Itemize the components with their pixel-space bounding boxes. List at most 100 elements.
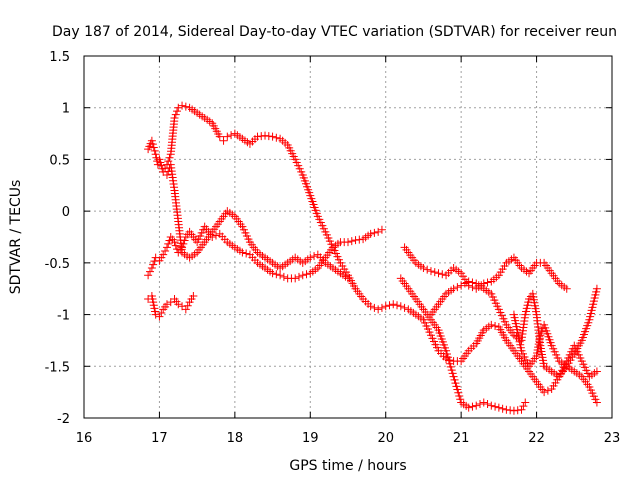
data-point bbox=[310, 252, 319, 261]
data-point bbox=[242, 249, 251, 258]
data-point bbox=[479, 398, 488, 407]
data-point bbox=[452, 382, 461, 391]
data-point bbox=[483, 400, 492, 409]
data-point bbox=[423, 265, 432, 274]
data-point bbox=[149, 143, 158, 152]
data-point bbox=[456, 395, 465, 404]
data-point bbox=[464, 277, 473, 286]
axis-ticks bbox=[83, 55, 613, 419]
data-point bbox=[151, 150, 160, 159]
x-tick-label: 23 bbox=[604, 431, 621, 446]
data-point bbox=[170, 114, 179, 123]
data-point bbox=[453, 385, 462, 394]
y-tick-labels: -2 -1.5 -1 -0.5 0 0.5 1 1.5 bbox=[45, 50, 70, 427]
data-point bbox=[451, 379, 460, 388]
y-tick-label: -1.5 bbox=[45, 360, 70, 375]
data-point bbox=[162, 243, 171, 252]
data-point bbox=[434, 269, 443, 278]
y-tick-label: 1.5 bbox=[49, 50, 70, 65]
chart-title: Day 187 of 2014, Sidereal Day-to-day VTE… bbox=[52, 24, 617, 40]
data-point bbox=[189, 291, 198, 300]
data-point bbox=[149, 260, 158, 269]
data-point bbox=[370, 228, 379, 237]
data-point bbox=[161, 246, 170, 255]
data-point bbox=[181, 102, 190, 111]
data-point bbox=[543, 386, 552, 395]
data-point bbox=[306, 253, 315, 262]
data-point bbox=[219, 136, 228, 145]
data-point bbox=[450, 375, 459, 384]
data-point bbox=[253, 132, 262, 141]
data-point bbox=[442, 346, 451, 355]
data-point bbox=[446, 362, 455, 371]
data-point bbox=[472, 401, 481, 410]
data-point bbox=[294, 272, 303, 281]
data-point bbox=[419, 264, 428, 273]
data-point bbox=[268, 132, 277, 141]
data-point bbox=[517, 405, 526, 414]
data-point bbox=[171, 110, 180, 119]
x-axis-label: GPS time / hours bbox=[289, 458, 406, 474]
data-point bbox=[483, 278, 492, 287]
data-point bbox=[165, 153, 174, 162]
data-point bbox=[181, 305, 190, 314]
data-point bbox=[151, 310, 160, 319]
data-point bbox=[519, 402, 528, 411]
data-point bbox=[444, 356, 453, 365]
data-point bbox=[487, 401, 496, 410]
x-tick-label: 20 bbox=[377, 431, 394, 446]
data-point bbox=[377, 225, 386, 234]
data-point bbox=[449, 372, 458, 381]
data-point bbox=[178, 101, 187, 110]
data-point bbox=[212, 231, 220, 240]
data-point bbox=[540, 388, 549, 397]
data-point bbox=[215, 132, 224, 141]
data-point bbox=[272, 270, 281, 279]
data-point bbox=[170, 238, 179, 247]
data-point bbox=[491, 321, 500, 330]
data-point bbox=[445, 359, 454, 368]
data-point bbox=[453, 283, 462, 292]
data-point bbox=[592, 284, 601, 293]
plot-frame bbox=[83, 55, 613, 419]
x-tick-label: 16 bbox=[76, 431, 93, 446]
data-point bbox=[302, 270, 311, 279]
data-point bbox=[279, 272, 288, 281]
y-tick-label: 0.5 bbox=[49, 153, 70, 168]
data-point bbox=[370, 303, 379, 312]
data-point bbox=[223, 132, 232, 141]
data-point bbox=[366, 302, 375, 311]
data-point bbox=[468, 402, 477, 411]
data-point bbox=[389, 300, 398, 309]
data-point bbox=[498, 404, 507, 413]
data-point bbox=[377, 303, 386, 312]
data-point bbox=[502, 405, 511, 414]
data-point bbox=[174, 300, 183, 309]
data-point bbox=[381, 302, 390, 311]
data-point bbox=[183, 301, 192, 310]
data-point bbox=[562, 284, 571, 293]
data-point bbox=[261, 131, 270, 140]
data-point bbox=[400, 303, 409, 312]
data-point bbox=[464, 403, 473, 412]
y-tick-label: -1 bbox=[57, 309, 70, 324]
y-tick-label: -2 bbox=[57, 412, 70, 427]
data-point bbox=[147, 264, 156, 273]
data-point bbox=[155, 312, 164, 321]
data-point bbox=[374, 227, 383, 236]
data-point bbox=[592, 398, 601, 407]
data-point bbox=[366, 229, 375, 238]
x-tick-label: 22 bbox=[528, 431, 545, 446]
data-point bbox=[454, 388, 463, 397]
x-tick-label: 17 bbox=[151, 431, 168, 446]
data-point bbox=[144, 271, 153, 280]
data-point bbox=[536, 331, 545, 340]
data-point bbox=[264, 132, 273, 141]
x-tick-labels: 16 17 18 19 20 21 22 23 bbox=[76, 431, 621, 446]
data-marks bbox=[144, 101, 601, 415]
data-point bbox=[257, 132, 266, 141]
data-point bbox=[592, 367, 601, 376]
data-point bbox=[494, 403, 503, 412]
data-point bbox=[351, 236, 360, 245]
